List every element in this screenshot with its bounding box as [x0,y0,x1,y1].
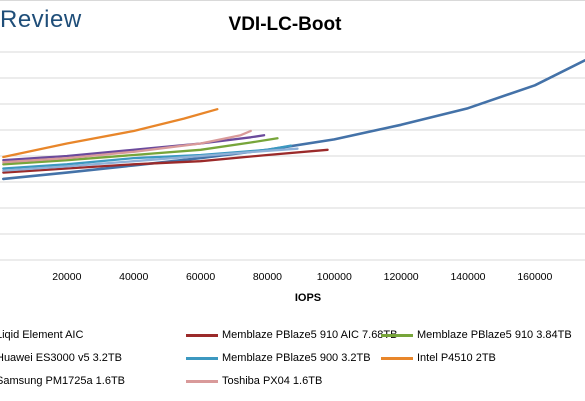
series-line [2,144,292,170]
legend-item: Huawei ES3000 v5 3.2TB [0,352,122,364]
legend-label: Memblaze PBlaze5 910 AIC 7.68TB [222,329,398,341]
chart-series-group [1,59,585,181]
series-line [2,148,329,174]
x-axis-ticks: 20000 40000 60000 80000 100000 120000 140000 16… [52,271,552,283]
legend-label: Intel P4510 2TB [417,352,496,364]
series-line [1,59,585,181]
legend-label: Huawei ES3000 v5 3.2TB [0,352,122,364]
x-tick-label: 60000 [186,271,215,283]
series-line [2,129,252,164]
legend-label: Memblaze PBlaze5 900 3.2TB [222,352,371,364]
x-tick-label: 80000 [253,271,282,283]
legend-label: Liqid Element AIC [0,329,84,341]
legend-item: Memblaze PBlaze5 910 3.84TB [381,329,572,341]
legend-label: Memblaze PBlaze5 910 3.84TB [417,329,572,341]
x-tick-label: 140000 [450,271,485,283]
x-tick-label: 160000 [517,271,552,283]
chart-gridlines [0,0,585,261]
legend-swatch [186,379,218,383]
legend-item: Memblaze PBlaze5 910 AIC 7.68TB [186,329,397,341]
chart-legend: Liqid Element AIC Memblaze PBlaze5 910 AI… [0,320,585,401]
x-tick-label: 100000 [317,271,352,283]
legend-item: Samsung PM1725a 1.6TB [0,375,125,387]
legend-item: Intel P4510 2TB [381,352,496,364]
legend-label: Samsung PM1725a 1.6TB [0,375,126,387]
x-tick-label: 120000 [384,271,419,283]
series-line [2,137,279,166]
legend-item: Toshiba PX04 1.6TB [186,375,322,387]
legend-swatch [186,356,218,360]
site-logo: Review [0,6,82,33]
x-axis-label: IOPS [295,292,321,304]
series-line [2,147,299,172]
legend-swatch [186,333,218,337]
x-tick-label: 20000 [52,271,81,283]
legend-label: Toshiba PX04 1.6TB [222,375,323,387]
x-tick-label: 40000 [119,271,148,283]
legend-item: Liqid Element AIC [0,329,83,341]
legend-swatch [381,333,413,337]
line-chart: 20000 40000 60000 80000 100000 120000 140000 16… [0,0,585,304]
legend-item: Memblaze PBlaze5 900 3.2TB [186,352,371,364]
chart-title: VDI-LC-Boot [228,14,342,35]
series-line [2,108,219,159]
legend-swatch [381,356,413,360]
